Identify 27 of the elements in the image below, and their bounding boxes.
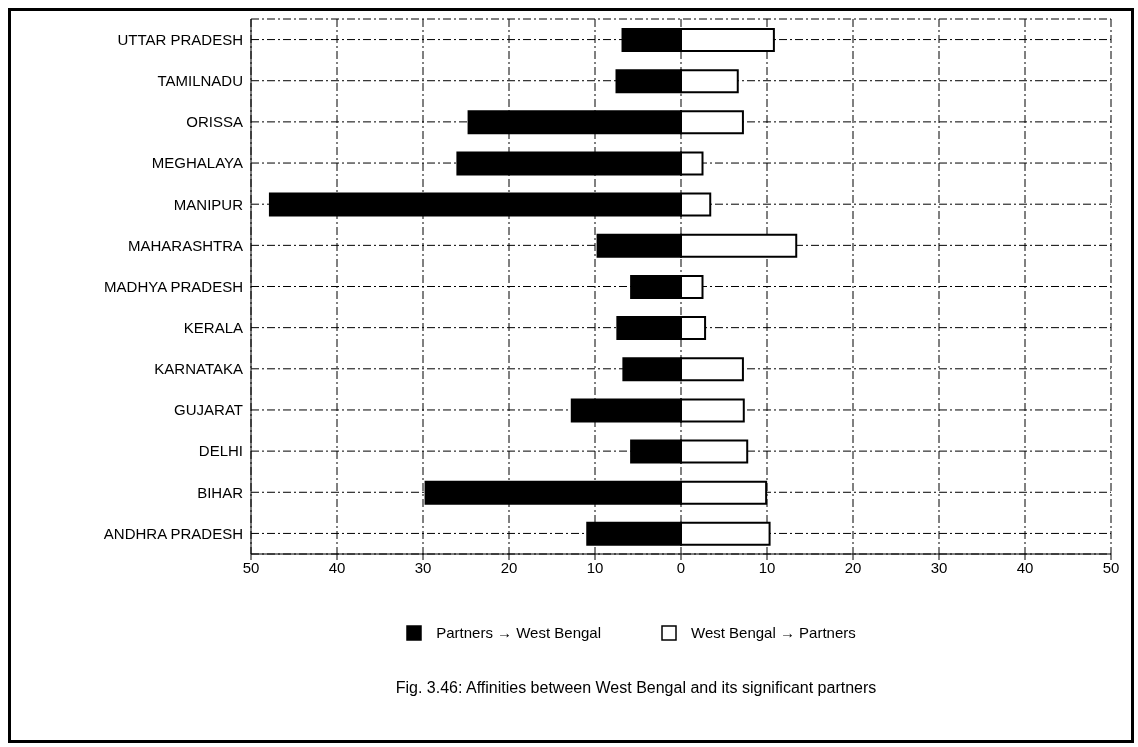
x-tick-label: 30 xyxy=(414,558,432,576)
y-tick-label: KERALA xyxy=(183,318,243,336)
legend-label: West Bengal → Partners xyxy=(691,624,856,641)
x-tick-label: 10 xyxy=(758,558,776,576)
x-tick-label: 50 xyxy=(242,558,260,576)
y-tick-label: UTTAR PRADESH xyxy=(117,30,243,48)
y-tick-label: BIHAR xyxy=(197,483,244,501)
x-tick-label: 0 xyxy=(676,558,686,576)
y-tick-label: MADHYA PRADESH xyxy=(104,277,243,295)
y-tick-label: DELHI xyxy=(198,442,243,460)
y-tick-label: MAHARASHTRA xyxy=(127,236,243,254)
y-tick-label: ORISSA xyxy=(186,113,243,131)
x-tick-label: 40 xyxy=(1016,558,1034,576)
x-tick-label: 20 xyxy=(844,558,862,576)
x-tick-label: 50 xyxy=(1102,558,1120,576)
y-tick-label: MANIPUR xyxy=(173,195,244,213)
y-tick-label: MEGHALAYA xyxy=(151,154,243,172)
x-tick-label: 20 xyxy=(500,558,518,576)
x-tick-label: 10 xyxy=(586,558,604,576)
y-tick-label: GUJARAT xyxy=(174,401,243,419)
y-tick-label: ANDHRA PRADESH xyxy=(103,524,243,542)
x-tick-label: 40 xyxy=(328,558,346,576)
text: Fig. 3.46: Affinities between West Bengal and its significant partners xyxy=(394,679,878,697)
legend-label: Partners → West Bengal xyxy=(436,624,601,641)
y-tick-label: KARNATAKA xyxy=(154,360,243,378)
y-tick-label: TAMILNADU xyxy=(157,72,243,90)
x-tick-label: 30 xyxy=(930,558,948,576)
